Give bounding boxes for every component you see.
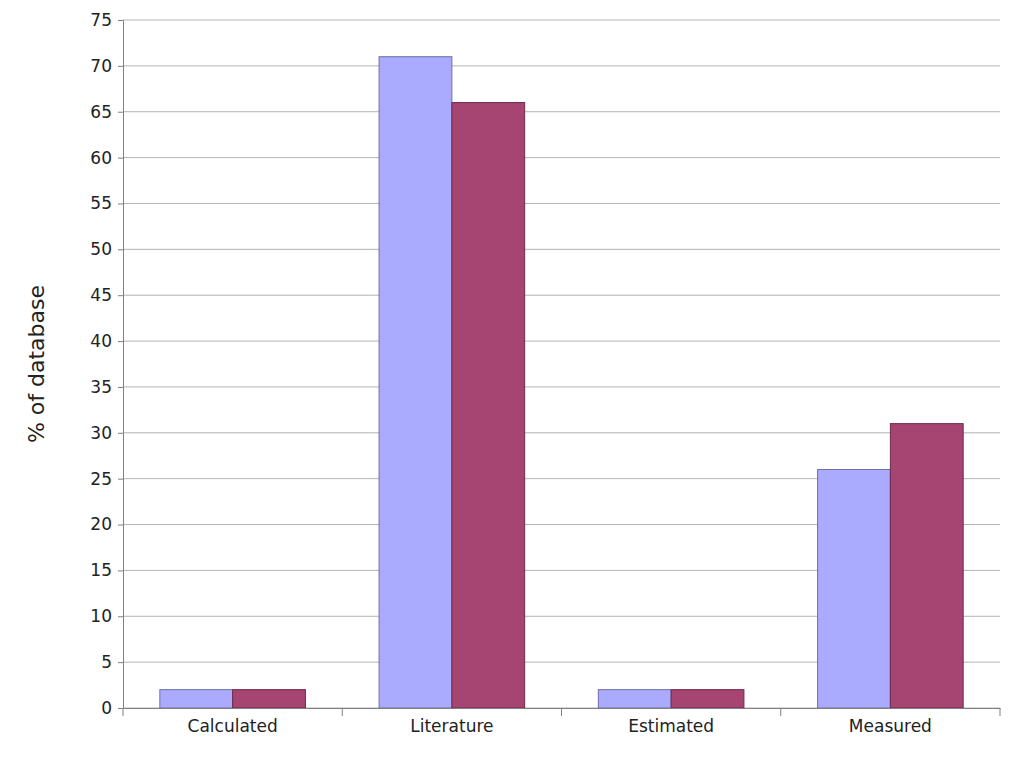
y-tick-mark (118, 295, 123, 296)
y-tick-label: 60 (90, 148, 112, 168)
y-tick-mark (118, 341, 123, 342)
y-axis: 0 5 10 15 20 25 30 35 40 45 50 55 60 65 70 75 (90, 10, 123, 718)
grid-line (123, 249, 1000, 250)
y-tick-mark (118, 387, 123, 388)
y-tick-label: 25 (90, 469, 112, 489)
y-tick-label: 70 (90, 56, 112, 76)
chart: 0 5 10 15 20 25 30 35 40 45 50 55 60 65 70 75 Calculated… (0, 0, 1009, 763)
y-tick: 45 (90, 285, 123, 305)
y-axis-title: % of database (24, 285, 49, 443)
y-tick-label: 55 (90, 193, 112, 213)
y-tick-mark (118, 249, 123, 250)
category-separators (123, 708, 1000, 716)
bar (452, 103, 525, 708)
bar (890, 424, 963, 708)
bar (160, 690, 233, 708)
y-tick-mark (118, 158, 123, 159)
x-tick-label: Calculated (188, 716, 278, 736)
grid-line (123, 20, 1000, 21)
y-tick: 35 (90, 377, 123, 397)
y-tick-mark (118, 66, 123, 67)
x-tick-label: Literature (410, 716, 493, 736)
bar (379, 57, 452, 708)
y-tick-mark (118, 708, 123, 709)
y-tick-label: 45 (90, 285, 112, 305)
x-tick: Estimated (628, 708, 714, 736)
bars (160, 57, 963, 708)
y-tick: 15 (90, 560, 123, 580)
x-axis: Calculated Literature Estimated Measured (124, 708, 1001, 736)
category-separator (123, 708, 124, 716)
x-tick: Calculated (188, 708, 278, 736)
y-tick-label: 30 (90, 423, 112, 443)
grid (123, 20, 1000, 708)
y-tick-label: 40 (90, 331, 112, 351)
x-tick-label: Measured (849, 716, 932, 736)
y-tick: 30 (90, 423, 123, 443)
y-tick-label: 5 (101, 652, 112, 672)
y-tick-mark (118, 433, 123, 434)
y-tick-mark (118, 20, 123, 21)
x-tick-label: Estimated (628, 716, 714, 736)
grid-line (123, 157, 1000, 158)
y-tick-label: 65 (90, 102, 112, 122)
y-tick-label: 20 (90, 514, 112, 534)
y-tick-label: 0 (101, 698, 112, 718)
y-tick-mark (118, 203, 123, 204)
y-tick: 0 (101, 698, 123, 718)
y-axis-line (118, 21, 124, 709)
y-tick-mark (118, 479, 123, 480)
y-tick: 65 (90, 102, 123, 122)
category-separator (561, 708, 562, 716)
category-separator (780, 708, 781, 716)
grid-line (123, 65, 1000, 66)
y-tick: 75 (90, 10, 123, 30)
y-tick-label: 35 (90, 377, 112, 397)
y-tick: 70 (90, 56, 123, 76)
y-tick-label: 50 (90, 239, 112, 259)
y-tick-mark (118, 525, 123, 526)
y-tick: 20 (90, 514, 123, 534)
plot: 0 5 10 15 20 25 30 35 40 45 50 55 60 65 70 75 Calculated… (90, 10, 1000, 736)
y-tick-label: 75 (90, 10, 112, 30)
y-tick: 55 (90, 193, 123, 213)
category-separator (1000, 708, 1001, 716)
bar (818, 469, 891, 708)
grid-line (123, 432, 1000, 433)
grid-line (123, 386, 1000, 387)
y-tick: 40 (90, 331, 123, 351)
y-tick: 25 (90, 469, 123, 489)
y-tick-mark (118, 112, 123, 113)
y-tick-mark (118, 570, 123, 571)
bar (598, 690, 671, 708)
bar (233, 690, 306, 708)
x-tick: Literature (410, 708, 493, 736)
y-tick-label: 10 (90, 606, 112, 626)
y-tick: 10 (90, 606, 123, 626)
grid-line (123, 341, 1000, 342)
bar (671, 690, 744, 708)
y-tick-mark (118, 616, 123, 617)
y-tick-label: 15 (90, 560, 112, 580)
y-tick: 50 (90, 239, 123, 259)
y-tick-mark (118, 662, 123, 663)
x-tick: Measured (849, 708, 932, 736)
grid-line (123, 111, 1000, 112)
y-tick: 5 (101, 652, 123, 672)
y-tick: 60 (90, 148, 123, 168)
grid-line (123, 203, 1000, 204)
category-separator (342, 708, 343, 716)
grid-line (123, 295, 1000, 296)
